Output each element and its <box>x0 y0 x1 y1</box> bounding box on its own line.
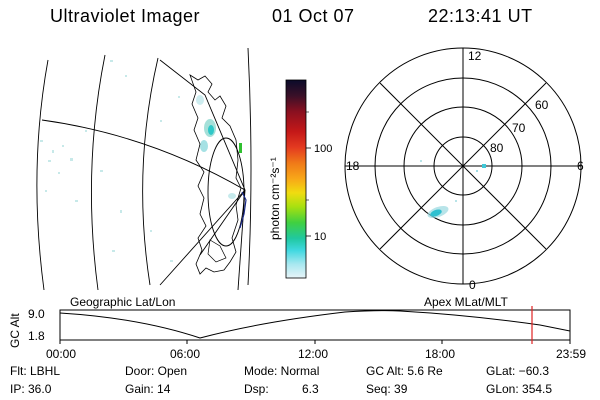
mlat-label-60: 60 <box>535 98 549 112</box>
map-caption: Geographic Lat/Lon <box>70 295 176 309</box>
altitude-panel <box>59 306 571 344</box>
colorbar-unit-label: photon cm⁻²s⁻¹ <box>268 157 282 240</box>
geographic-map <box>36 47 252 291</box>
altitude-xtick-0: 00:00 <box>46 347 77 361</box>
altitude-frame <box>59 309 571 341</box>
colorbar-gradient <box>285 79 307 279</box>
image-date: 01 Oct 07 <box>272 6 355 26</box>
status-flt: Flt: LBHL <box>10 364 61 378</box>
status-ip: IP: 36.0 <box>10 382 52 396</box>
mlt-label-6: 6 <box>577 159 584 173</box>
mlt-label-0: 0 <box>469 278 476 292</box>
mlat-label-70: 70 <box>512 121 526 135</box>
parallel-curve <box>41 119 246 191</box>
altitude-xtick-2: 12:00 <box>298 347 329 361</box>
status-door: Door: Open <box>125 364 188 378</box>
limb-ellipse <box>207 137 245 247</box>
status-gcalt: GC Alt: 5.6 Re <box>366 364 443 378</box>
mlt-label-18: 18 <box>346 159 360 173</box>
coastline-island <box>207 239 227 263</box>
coastline <box>189 74 242 275</box>
mlt-label-12: 12 <box>468 49 482 63</box>
colorbar: 100 10 photon cm⁻²s⁻¹ <box>268 79 332 279</box>
mlat-label-80: 80 <box>490 141 504 155</box>
polar-caption: Apex MLat/MLT <box>424 295 508 309</box>
colorbar-label-10: 10 <box>314 231 326 243</box>
map-speckles <box>40 60 180 262</box>
status-mode: Mode: Normal <box>244 364 320 378</box>
status-seq: Seq: 39 <box>366 382 408 396</box>
colorbar-label-100: 100 <box>314 143 332 155</box>
polar-plot: 12 18 6 0 60 70 80 <box>344 47 584 292</box>
altitude-curve <box>59 310 571 339</box>
altitude-ytick-top: 9.0 <box>28 307 45 321</box>
altitude-xtick-1: 06:00 <box>170 347 201 361</box>
altitude-ytick-bottom: 1.8 <box>28 329 45 343</box>
polar-aurora <box>420 160 486 219</box>
map-aurora <box>196 95 242 199</box>
altitude-xtick-3: 18:00 <box>425 347 456 361</box>
coastline-blue <box>239 191 247 229</box>
image-title: Ultraviolet Imager <box>50 6 201 26</box>
status-glat: GLat: −60.3 <box>486 364 550 378</box>
status-dsp-label: Dsp: <box>244 382 269 396</box>
status-gain: Gain: 14 <box>125 382 171 396</box>
altitude-ylabel: GC Alt <box>8 313 22 348</box>
status-dsp-value: 6.3 <box>302 382 319 396</box>
meridians <box>36 47 252 291</box>
status-glon: GLon: 354.5 <box>486 382 553 396</box>
altitude-xtick-4: 23:59 <box>556 347 587 361</box>
polar-diagonal-2 <box>379 82 547 250</box>
image-time: 22:13:41 UT <box>428 6 533 26</box>
